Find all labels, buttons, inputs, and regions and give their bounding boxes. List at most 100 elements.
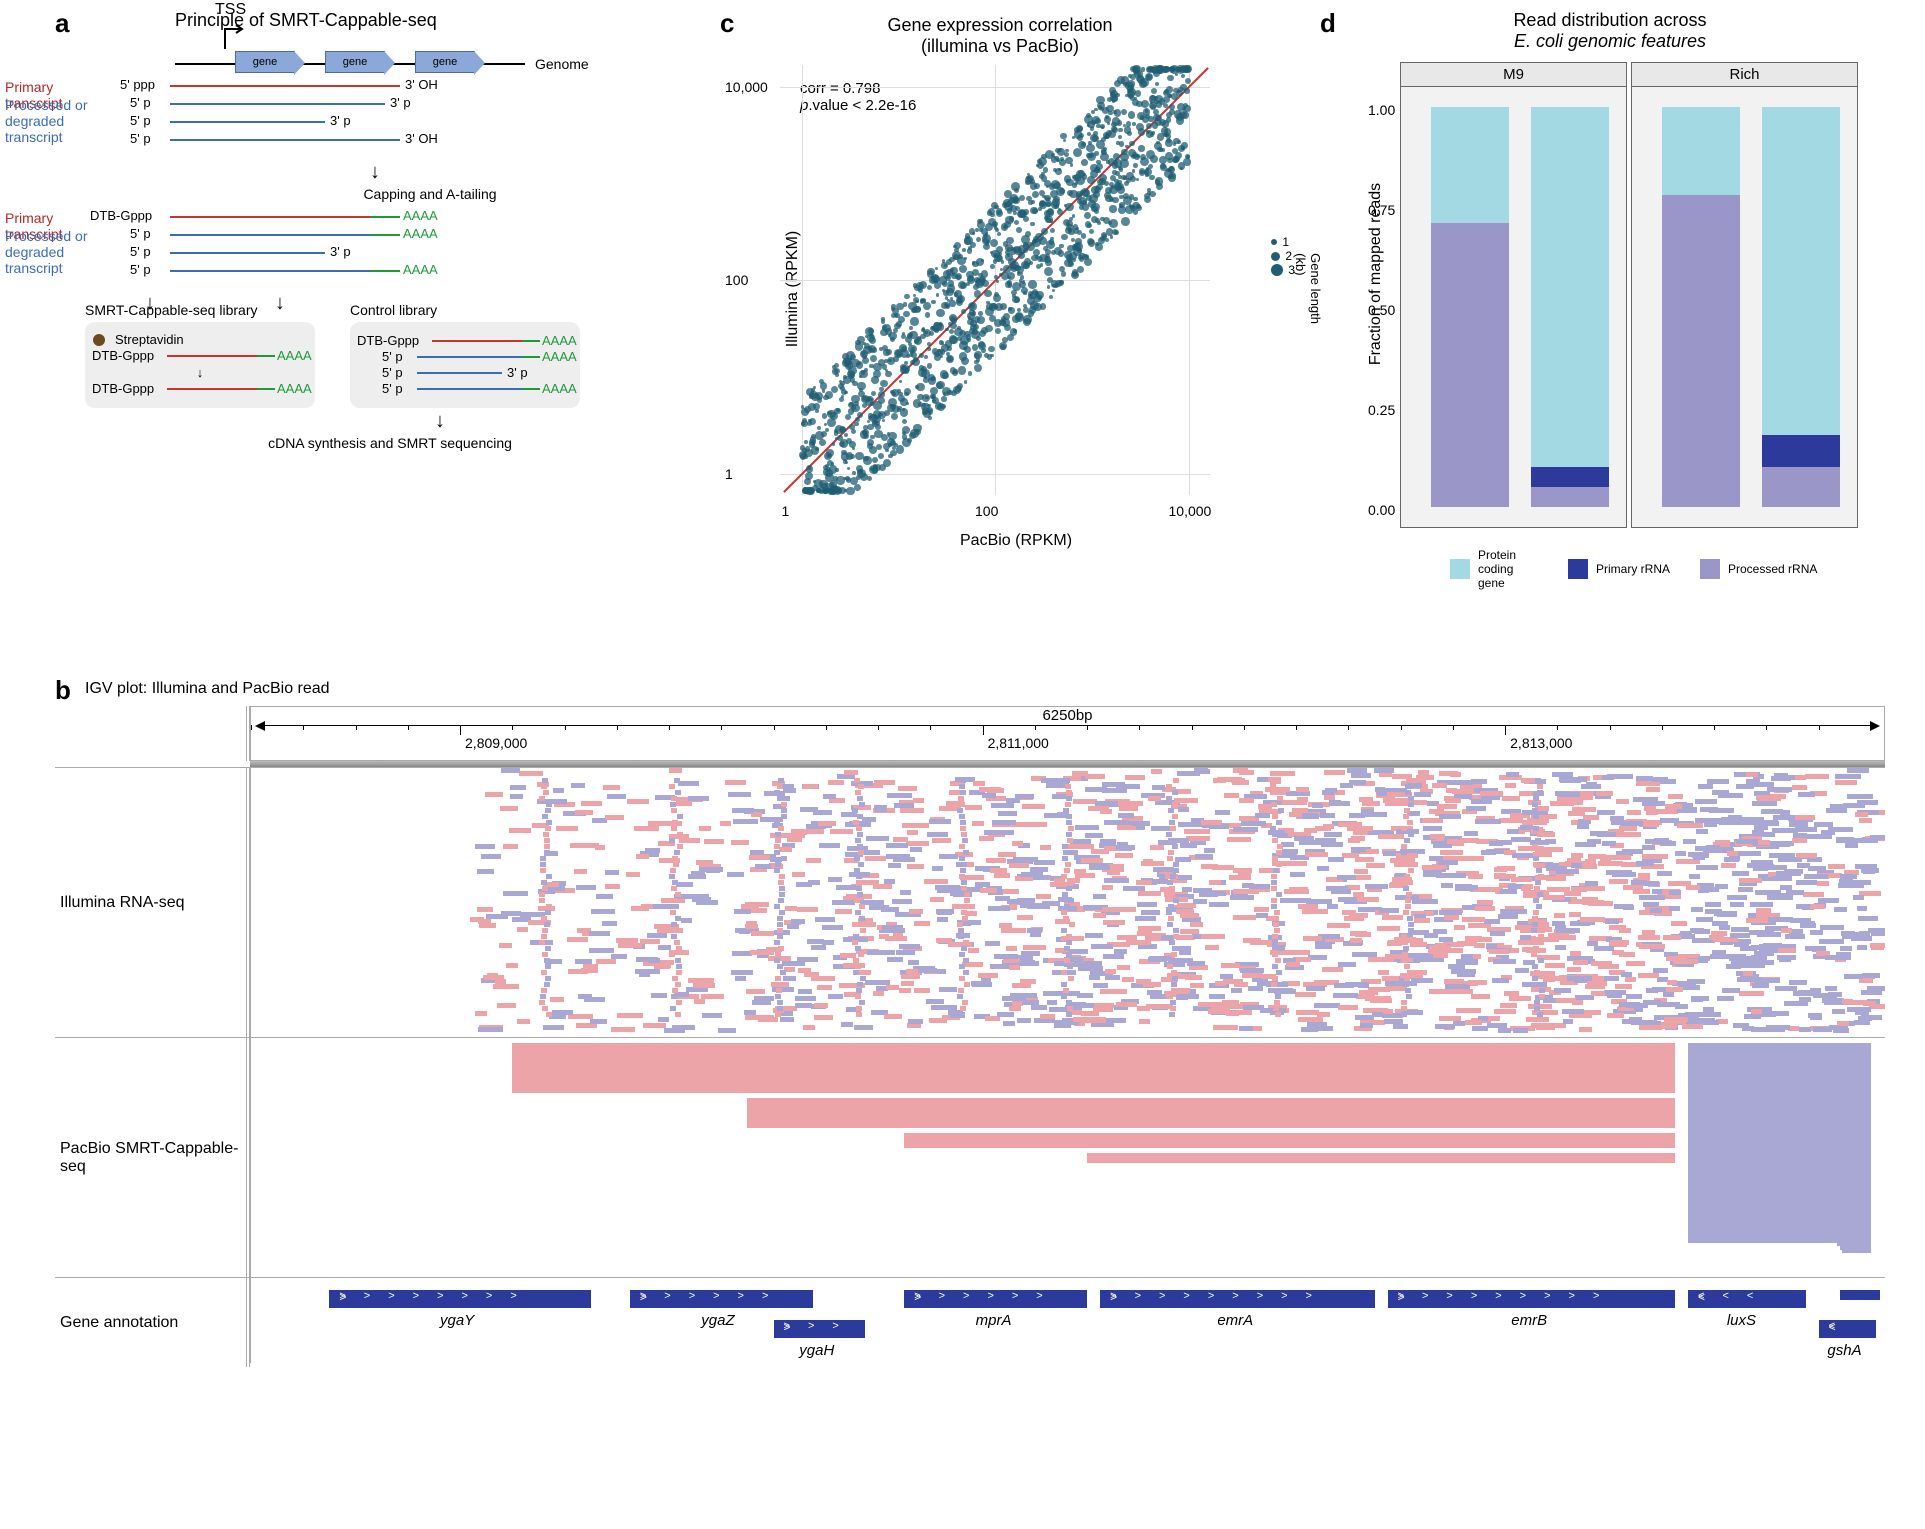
facet-header: M9 [1401,63,1626,87]
down-arrow-icon: ↓ [275,292,285,315]
gene-label: ygaZ [701,1312,734,1329]
stacked-bar [1431,107,1509,507]
panel-d-ytick: 1.00 [1368,102,1395,118]
final-step-label: cDNA synthesis and SMRT sequencing [115,435,665,451]
five-prime-p: 5' p [382,381,403,396]
smrt-library-box: SMRT-Cappable-seq library Streptavidin D… [85,322,315,408]
panel-c: Gene expression correlation (illumina vs… [720,15,1280,615]
gene-mprA: >>>>>> [904,1290,1087,1308]
tss-label: TSS [215,1,246,19]
panel-d-title: Read distribution across E. coli genomic… [1330,10,1890,52]
panel-d-ytick: 0.75 [1368,202,1395,218]
stacked-bar [1762,107,1840,507]
three-prime-p: 3' p [390,95,411,110]
streptavidin-bead-icon [93,334,105,346]
panel-d-facets: M9Rich [1400,62,1890,528]
three-prime-p: 3' p [507,365,528,380]
swatch-processed-rrna [1700,559,1720,579]
arrow-left-icon [253,719,267,733]
dtb-gppp: DTB-Gppp [357,333,419,348]
gene-emrB: >>>>>>>>> [1388,1290,1675,1308]
gene-ygaZ: >>>>>> [630,1290,813,1308]
five-prime-p: 5' p [130,113,151,128]
processed-transcript-label: Processed or degraded transcript [5,228,90,276]
five-prime-p: 5' p [382,349,403,364]
panel-d-ytick: 0.25 [1368,402,1395,418]
gene-luxS: <<< [1688,1290,1806,1308]
gene-label: mprA [976,1312,1012,1329]
genome-schematic: TSS gene gene gene Genome [175,41,575,71]
panel-d: Read distribution across E. coli genomic… [1330,10,1890,650]
gene-gshA: < [1819,1320,1876,1338]
dtb-gppp: DTB-Gppp [90,208,152,223]
streptavidin-label: Streptavidin [115,332,184,347]
five-prime-p: 5' p [130,226,151,241]
genome-label: Genome [535,56,589,72]
track-illumina [250,768,1885,1037]
aaaa-tail: AAAA [403,262,438,277]
panel-d-ytick: 0.50 [1368,302,1395,318]
panel-a-label: a [55,8,69,39]
scatter-legend-title: Gene length (kb) [1293,253,1323,327]
five-prime-p: 5' p [130,131,151,146]
gene-label: luxS [1727,1312,1756,1329]
gene-ygaY: >>>>>>>> [329,1290,590,1308]
track-gene-annotation: >>>>>>>>ygaY>>>>>>ygaZ>>>ygaH>>>>>>mprA>… [250,1278,1885,1363]
down-arrow-icon: ↓ [97,365,303,380]
down-arrow-icon: ↓ [85,161,665,184]
stacked-bar [1531,107,1609,507]
aaaa-tail: AAAA [542,349,577,364]
five-prime-p: 5' p [382,365,403,380]
three-prime-oh: 3' OH [405,77,438,92]
gene-label: emrB [1511,1312,1547,1329]
panel-d-legend: Protein coding gene Primary rRNA Process… [1450,548,1890,590]
aaaa-tail: AAAA [542,381,577,396]
aaaa-tail: AAAA [403,208,438,223]
transcripts-after: Primary transcript Processed or degraded… [85,210,665,290]
scatter-xlabel: PacBio (RPKM) [960,532,1072,550]
dtb-gppp: DTB-Gppp [92,381,154,396]
step-capping-label: Capping and A-tailing [195,186,665,202]
panel-b: IGV plot: Illumina and PacBio read 6250b… [55,680,1885,1367]
three-prime-p: 3' p [330,113,351,128]
panel-d-ytick: 0.00 [1368,502,1395,518]
processed-transcript-label: Processed or degraded transcript [5,97,90,145]
swatch-protein-coding [1450,559,1470,579]
five-prime-p: 5' p [130,262,151,277]
gene-label: emrA [1217,1312,1253,1329]
legend-label: Primary rRNA [1596,562,1670,576]
three-prime-oh: 3' OH [405,131,438,146]
transcripts-before: Primary transcript Processed or degraded… [85,79,665,159]
track-gene-annotation-label: Gene annotation [55,1278,250,1367]
control-library-title: Control library [350,302,437,318]
three-prime-p: 3' p [330,244,351,259]
panel-a: Principle of SMRT-Cappable-seq TSS gene … [85,10,665,453]
stacked-bar [1662,107,1740,507]
gene-box: gene [325,51,385,73]
scatter-legend: 1 2 3 Gene length (kb) [1271,235,1295,277]
five-prime-p: 5' p [130,244,151,259]
down-arrow-icon: ↓ [215,410,665,433]
smrt-library-title: SMRT-Cappable-seq library [85,302,257,318]
aaaa-tail: AAAA [542,333,577,348]
igv-scale-label: 6250bp [1042,707,1092,724]
legend-label: Protein coding gene [1478,548,1538,590]
gene-label: gshA [1827,1342,1861,1359]
track-pacbio-label: PacBio SMRT-Cappable-seq [55,1038,250,1277]
gene-label: ygaY [440,1312,474,1329]
scatter-plot: corr = 0.798 pp.value < 2.2e-16.value < … [780,65,1210,495]
gene-label: ygaH [799,1342,834,1359]
facet-header: Rich [1632,63,1857,87]
five-prime-p: 5' p [130,95,151,110]
gene-box: gene [415,51,475,73]
swatch-primary-rrna [1568,559,1588,579]
track-pacbio [250,1038,1885,1277]
aaaa-tail: AAAA [277,381,312,396]
gene-emrA: >>>>>>>>> [1100,1290,1374,1308]
control-library-box: Control library DTB-Gppp AAAA 5' p AAAA … [350,322,580,408]
track-illumina-label: Illumina RNA-seq [55,768,250,1037]
igv-ruler: 6250bp 2,809,0002,811,0002,813,000 [250,706,1885,761]
tss-arrow-icon [220,21,250,51]
aaaa-tail: AAAA [403,226,438,241]
gene-box: gene [235,51,295,73]
